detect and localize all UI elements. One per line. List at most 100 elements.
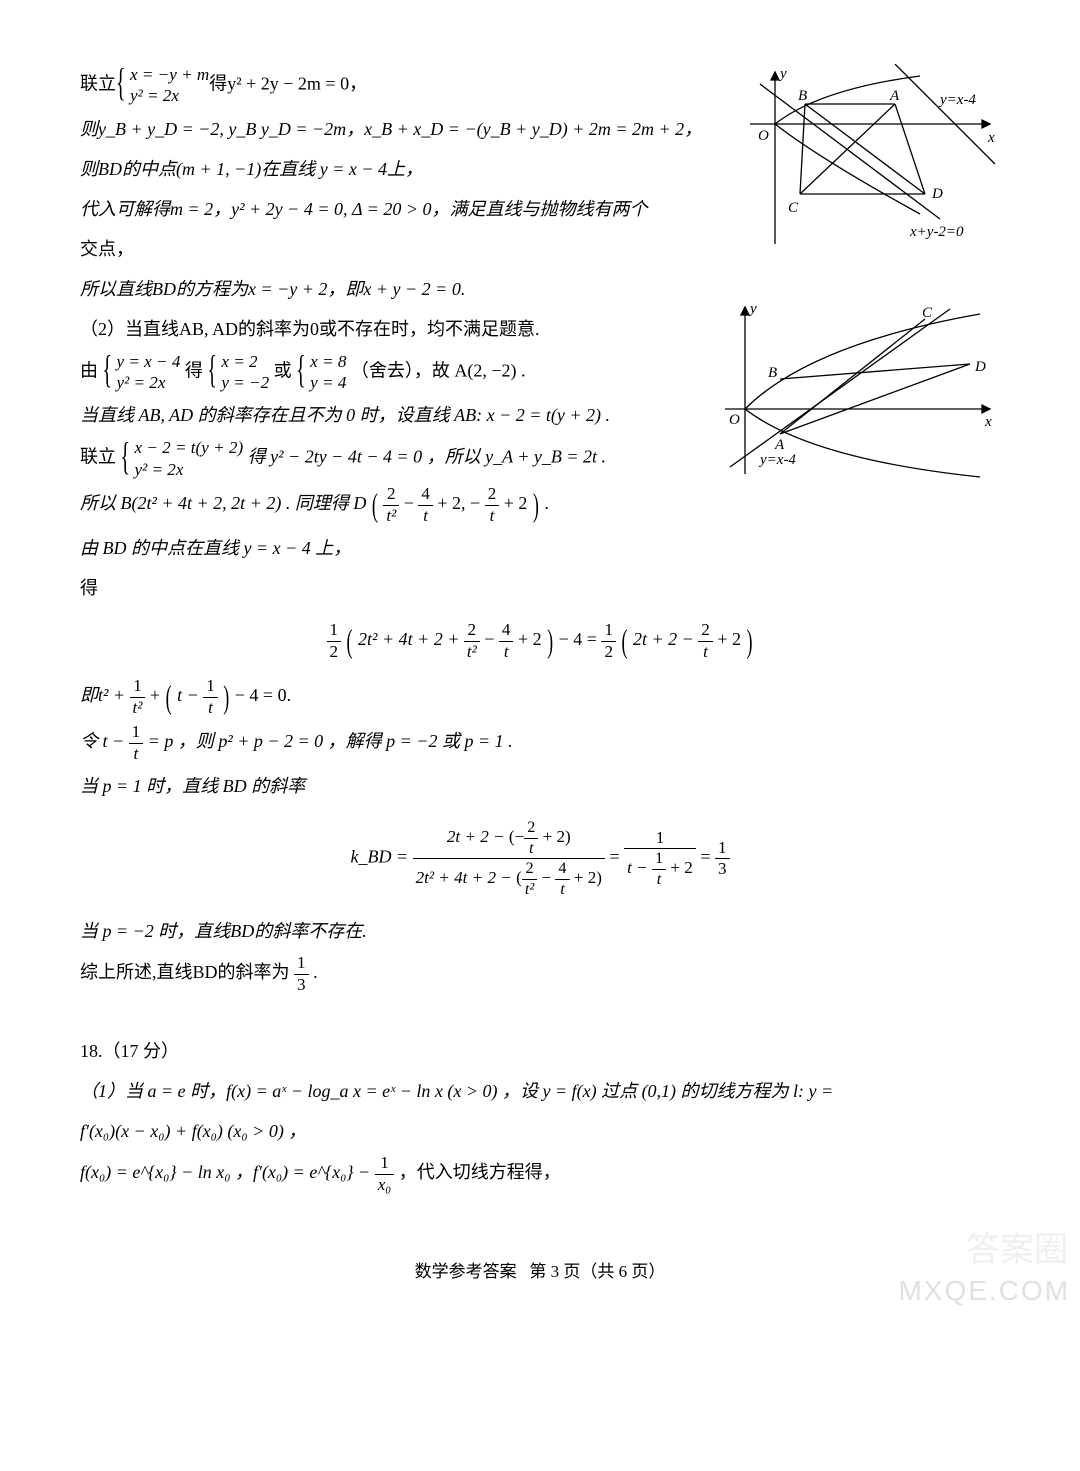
eq-row: y = x − 4 — [117, 351, 181, 372]
n: 4 — [499, 620, 514, 642]
paren-icon: ) — [746, 609, 752, 674]
frac: 2t² — [522, 859, 537, 899]
t: （1）当 a = e 时，f(x) = aˣ − log_a x = eˣ − … — [80, 1081, 833, 1101]
t: 综上所述,直线BD的斜率为 — [80, 962, 290, 982]
t: + — [150, 685, 165, 705]
t: . — [313, 962, 318, 982]
d: t — [129, 744, 144, 765]
frac: 2t — [485, 484, 500, 526]
frac: 2t — [524, 818, 538, 858]
d1-C-label: C — [788, 200, 799, 216]
d: 2 — [601, 642, 616, 663]
line-9: 联立 x − 2 = t(y + 2)y² = 2x 得 y² − 2ty − … — [80, 437, 740, 480]
n: 1 — [652, 849, 666, 870]
eq-row: y = −2 — [221, 372, 269, 393]
system-3: x = 2y = −2 — [207, 351, 269, 394]
footer-page: 第 3 页（共 6 页） — [529, 1262, 665, 1281]
d1-line1-label: y=x-4 — [938, 92, 976, 108]
t: 18.（17 分） — [80, 1041, 179, 1061]
d2-D-label: D — [974, 359, 986, 375]
paren-icon: ) — [547, 609, 553, 674]
frac: 4t — [418, 484, 433, 526]
paren-icon: ) — [223, 665, 229, 730]
t: 得y² + 2y − 2m = 0， — [209, 73, 367, 93]
frac: 2t — [698, 620, 713, 662]
t: f′(x₀)(x − x₀) + f(x₀) (x₀ > 0) ， — [80, 1121, 306, 1141]
eq-row: y = 4 — [310, 372, 346, 393]
t: 由 — [80, 360, 98, 380]
t: 2t + 2 − — [447, 827, 509, 846]
frac: 1t — [652, 849, 666, 889]
frac: 4t — [499, 620, 514, 662]
paren-icon: ( — [166, 665, 172, 730]
n: 1 — [715, 838, 730, 860]
t: 得 — [80, 578, 98, 598]
equation-1: 12 ( 2t² + 4t + 2 + 2t² − 4t + 2 ) − 4 =… — [80, 620, 1000, 662]
paren-icon: ) — [533, 473, 539, 538]
t: + 2 — [518, 629, 542, 649]
d: t² — [522, 880, 537, 900]
d: 3 — [715, 859, 730, 880]
eq-row: x = 2 — [221, 351, 269, 372]
frac: 12 — [601, 620, 616, 662]
n: 1 — [624, 828, 696, 850]
line-1: 联立x = −y + my² = 2x得y² + 2y − 2m = 0， — [80, 64, 740, 107]
watermark-en: MXQE.COM — [898, 1263, 1070, 1319]
frac: 12 — [327, 620, 342, 662]
t: − — [484, 629, 499, 649]
d1-B-label: B — [798, 88, 807, 104]
t: + 2 — [538, 827, 565, 846]
n: 2 — [383, 484, 399, 506]
d: t — [698, 642, 713, 663]
d2-line-label: y=x-4 — [758, 452, 796, 468]
d: t — [499, 642, 514, 663]
n: 2 — [698, 620, 713, 642]
frac: 1t² — [130, 676, 146, 718]
system-5: x − 2 = t(y + 2)y² = 2x — [121, 437, 244, 480]
line-19: （1）当 a = e 时，f(x) = aˣ − log_a x = eˣ − … — [80, 1073, 1000, 1109]
t: 所以直线BD的方程为x = −y + 2，即x + y − 2 = 0. — [80, 279, 465, 299]
n: 1 — [601, 620, 616, 642]
eq-row: x = 8 — [310, 351, 346, 372]
t: 由 BD 的中点在直线 y = x − 4 上， — [80, 538, 351, 558]
d: t² — [464, 642, 480, 663]
t: 得 y² − 2ty − 4t − 4 = 0 ，所以 y_A + y_B = … — [248, 447, 606, 467]
t: 当 p = 1 时，直线 BD 的斜率 — [80, 776, 305, 796]
n: 2t + 2 − (−2t + 2) — [413, 818, 605, 859]
eq-row: x = −y + m — [130, 64, 209, 85]
t: t − — [627, 858, 652, 877]
t: 代入可解得m = 2，y² + 2y − 4 = 0, Δ = 20 > 0，满… — [80, 199, 648, 219]
t: t − — [177, 685, 203, 705]
line-17: 综上所述,直线BD的斜率为 13 . — [80, 953, 1000, 995]
t: 联立 — [80, 447, 116, 467]
t: 2t + 2 − — [633, 629, 698, 649]
diagram-1: y x O B A C D y=x-4 x+y-2=0 — [740, 64, 1000, 254]
d2-O-label: O — [729, 412, 740, 428]
n: 1 — [294, 953, 309, 975]
t: . — [544, 493, 549, 513]
line-7: 由 y = x − 4y² = 2x 得 x = 2y = −2 或 x = 8… — [80, 351, 740, 394]
d: 2 — [327, 642, 342, 663]
frac: 1t — [129, 722, 144, 764]
t: − — [404, 493, 419, 513]
paren-icon: ( — [621, 609, 627, 674]
t: f(x₀) = e^{x₀} − ln x₀ ，f′(x₀) = e^{x₀} … — [80, 1162, 375, 1182]
n: 1 — [375, 1153, 395, 1175]
eq-row: x − 2 = t(y + 2) — [135, 437, 244, 458]
line-13: 即t² + 1t² + ( t − 1t ) − 4 = 0. — [80, 676, 1000, 718]
frac: 13 — [294, 953, 309, 995]
d: t — [485, 506, 500, 527]
t: 或 — [274, 360, 292, 380]
t: ，代入切线方程得， — [399, 1162, 561, 1182]
d1-x-label: x — [987, 130, 995, 146]
line-21: f(x₀) = e^{x₀} − ln x₀ ，f′(x₀) = e^{x₀} … — [80, 1153, 1000, 1195]
line-6: （2）当直线AB, AD的斜率为0或不存在时，均不满足题意. — [80, 311, 740, 347]
t: − — [515, 827, 525, 846]
d2-B-label: B — [768, 365, 777, 381]
d2-A-label: A — [774, 437, 785, 453]
page-content: y x O B A C D y=x-4 x+y-2=0 y x O — [80, 64, 1000, 1289]
d: t — [418, 506, 433, 527]
d1-D-label: D — [931, 186, 943, 202]
n: 1 — [327, 620, 342, 642]
n: 4 — [418, 484, 433, 506]
